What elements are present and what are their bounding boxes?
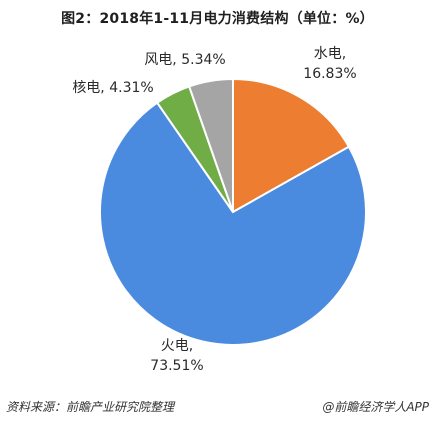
pie-slices: [99, 77, 367, 346]
brand-credit: @前瞻经济学人APP: [322, 400, 429, 414]
chart-title: 图2：2018年1-11月电力消费结构（单位：%）: [61, 11, 374, 27]
slice-label-name-0: 水电,: [314, 46, 346, 62]
pie-slice-1: [99, 101, 367, 346]
pie-slice-3: [187, 77, 234, 213]
slice-label-pct-1: 73.51%: [150, 358, 203, 374]
source-note: 资料来源：前瞻产业研究院整理: [6, 400, 175, 414]
slice-label-2: 核电, 4.31%: [72, 80, 153, 96]
slice-label-pct-0: 16.83%: [303, 66, 356, 82]
slice-label-3: 风电, 5.34%: [144, 52, 225, 68]
slice-label-name-1: 火电,: [161, 338, 193, 354]
pie-labels: 水电, 16.83% 火电, 73.51% 核电, 4.31% 风电, 5.34%: [72, 46, 356, 374]
pie-slice-0: [232, 77, 351, 214]
